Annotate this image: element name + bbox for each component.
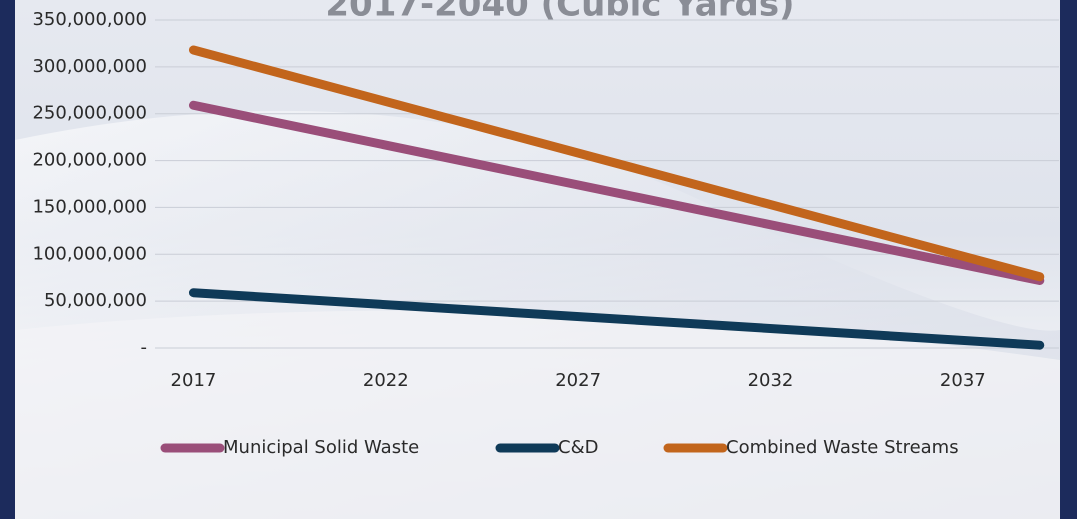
legend-label: Combined Waste Streams: [726, 437, 959, 458]
x-tick-label: 2017: [171, 370, 217, 391]
x-tick-label: 2032: [748, 370, 794, 391]
legend-label: C&D: [558, 437, 598, 458]
x-tick-label: 2027: [555, 370, 601, 391]
y-tick-label: 100,000,000: [32, 243, 147, 264]
y-tick-label: 350,000,000: [32, 9, 147, 30]
x-tick-label: 2022: [363, 370, 409, 391]
y-tick-label: 250,000,000: [32, 103, 147, 124]
series-line: [188, 45, 1045, 282]
y-tick-label: 300,000,000: [32, 56, 147, 77]
y-tick-label: 150,000,000: [32, 196, 147, 217]
legend-label: Municipal Solid Waste: [223, 437, 419, 458]
chart-title: 2017-2040 (Cubic Yards): [325, 0, 794, 25]
y-tick-label: 50,000,000: [44, 290, 147, 311]
series-line: [188, 288, 1045, 350]
series-line: [188, 100, 1045, 286]
y-tick-label: -: [141, 337, 148, 358]
x-tick-label: 2037: [940, 370, 986, 391]
background-ground: [15, 310, 1060, 519]
y-tick-label: 200,000,000: [32, 150, 147, 171]
